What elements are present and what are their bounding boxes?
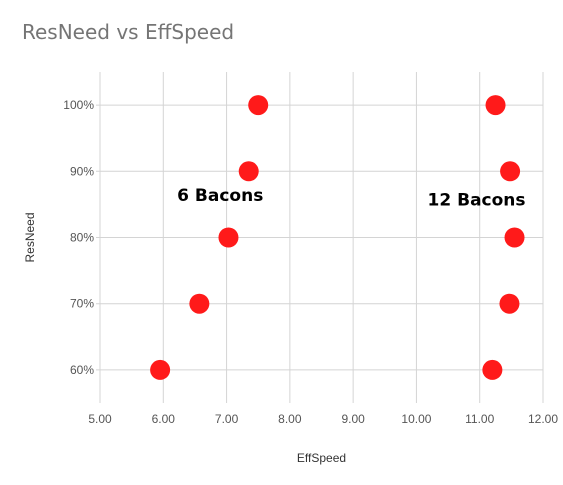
x-tick-label: 8.00: [278, 412, 302, 426]
data-point: [238, 161, 259, 182]
chart-title: ResNeed vs EffSpeed: [22, 20, 235, 44]
data-point: [500, 161, 521, 182]
data-point: [189, 293, 210, 314]
annotations: 6 Bacons 12 Bacons: [177, 186, 525, 211]
data-points: [150, 95, 525, 380]
annotation-label: 6 Bacons: [177, 186, 263, 206]
x-tick-label: 12.00: [528, 412, 558, 426]
data-point: [248, 95, 269, 116]
x-axis-title: EffSpeed: [297, 451, 346, 465]
grid-lines: [96, 72, 544, 403]
data-point: [504, 227, 525, 248]
y-tick-label: 80%: [70, 231, 94, 245]
x-tick-label: 5.00: [88, 412, 112, 426]
annotation-label: 12 Bacons: [428, 191, 526, 211]
x-tick-label: 10.00: [401, 412, 431, 426]
data-point: [499, 293, 520, 314]
y-tick-label: 60%: [70, 363, 94, 377]
data-point: [218, 227, 239, 248]
y-tick-label: 90%: [70, 164, 94, 178]
data-point: [485, 95, 506, 116]
data-point: [482, 359, 503, 380]
y-tick-labels: 60% 70% 80% 90% 100%: [63, 98, 94, 377]
x-tick-label: 7.00: [215, 412, 239, 426]
x-tick-label: 9.00: [341, 412, 365, 426]
x-tick-label: 6.00: [152, 412, 176, 426]
data-point: [150, 359, 171, 380]
x-tick-labels: 5.00 6.00 7.00 8.00 9.00 10.00 11.00 12.00: [88, 412, 558, 426]
y-tick-label: 70%: [70, 297, 94, 311]
y-tick-label: 100%: [63, 98, 94, 112]
y-axis-title: ResNeed: [23, 212, 37, 262]
x-tick-label: 11.00: [465, 412, 494, 426]
